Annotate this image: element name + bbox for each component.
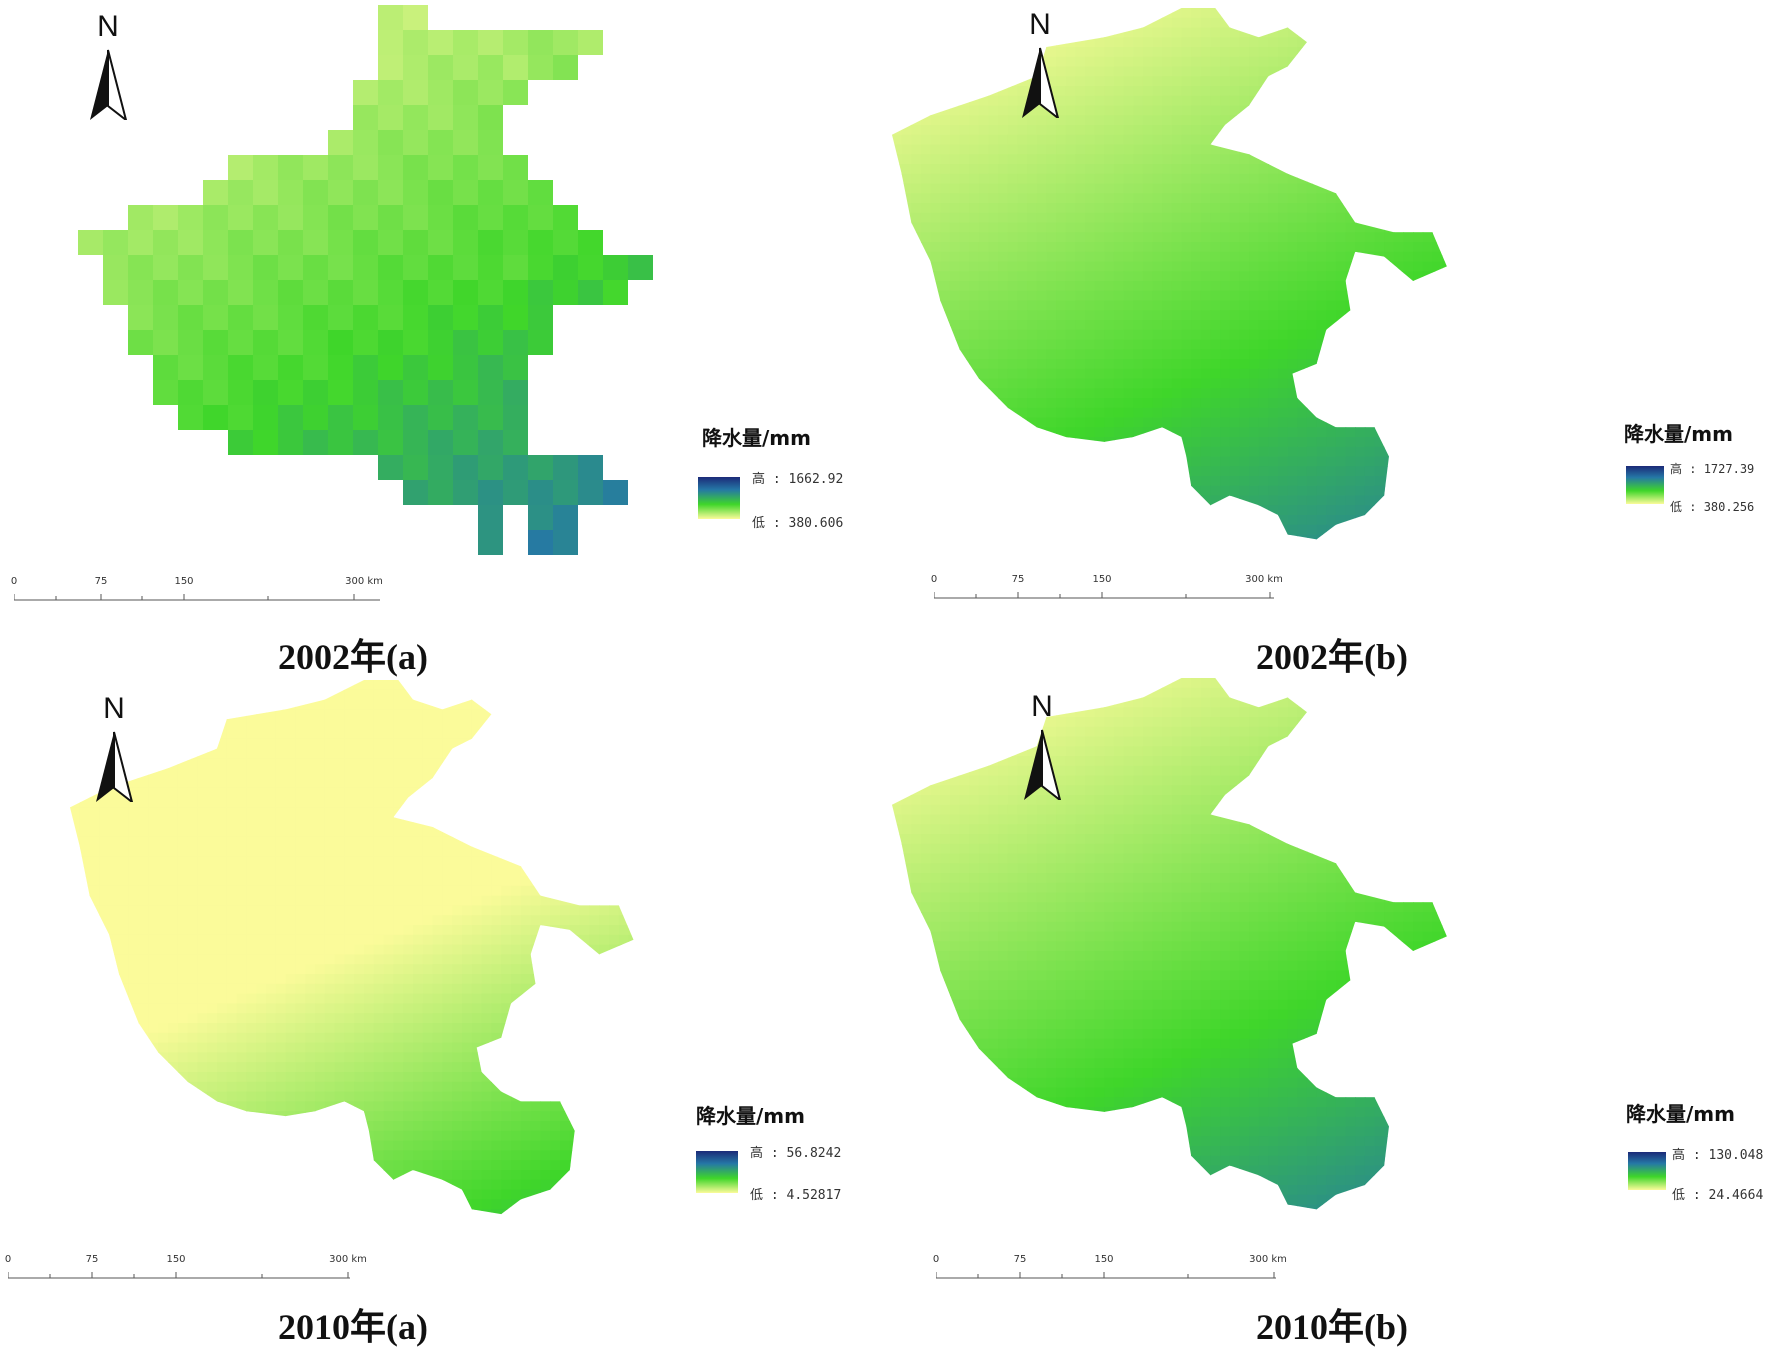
precipitation-surface: [892, 678, 1472, 1225]
north-arrow-icon: [1012, 690, 1072, 800]
legend-high: 高 : 1662.92: [752, 468, 843, 487]
legend-low-value: 4.52817: [787, 1188, 842, 1203]
legend-title: 降水量/mm: [696, 1100, 805, 1129]
north-arrow-icon: [84, 692, 144, 802]
map-panel-2002a: N 降水量/mm 高 : 1662.92 低 : 380.606 0 75 15…: [0, 0, 886, 670]
legend-high-label: 高: [752, 472, 765, 487]
legend-low-value: 24.4664: [1709, 1188, 1764, 1203]
scale-bar-line: [936, 1254, 1281, 1284]
legend-color-ramp: [696, 1151, 738, 1193]
precipitation-surface: [70, 680, 659, 1229]
scale-bar: 0 75 150 300 km: [936, 1254, 1281, 1284]
legend-color-ramp: [698, 477, 740, 519]
scale-bar: 0 75 150 300 km: [934, 574, 1274, 604]
legend-low: 低 : 380.256: [1670, 498, 1754, 515]
scale-bar-line: [8, 1254, 358, 1284]
legend-color-ramp: [1626, 466, 1664, 504]
panel-caption: 2010年(a): [278, 1298, 428, 1350]
panel-caption: 2010年(b): [1256, 1298, 1408, 1350]
map-panel-2010b: N 降水量/mm 高 : 130.048 低 : 24.4664 0 75 15…: [886, 670, 1772, 1340]
scale-bar-line: [14, 576, 380, 606]
legend-low-label: 低: [752, 516, 765, 531]
precipitation-surface: [892, 8, 1472, 555]
legend-high-label: 高: [750, 1146, 763, 1161]
legend-high-value: 1727.39: [1704, 462, 1755, 476]
legend-low-value: 380.606: [789, 516, 844, 531]
north-arrow: N: [1012, 690, 1072, 800]
legend-high-label: 高: [1672, 1148, 1685, 1163]
legend-high-value: 1662.92: [789, 472, 844, 487]
legend-low: 低 : 24.4664: [1672, 1184, 1763, 1203]
scale-bar-line: [934, 574, 1274, 604]
north-arrow: N: [78, 10, 138, 120]
legend-high: 高 : 130.048: [1672, 1144, 1763, 1163]
north-arrow: N: [1010, 8, 1070, 118]
legend-title: 降水量/mm: [702, 422, 811, 451]
legend-low-value: 380.256: [1704, 500, 1755, 514]
legend-title: 降水量/mm: [1626, 1098, 1735, 1127]
legend-low: 低 : 380.606: [752, 512, 843, 531]
legend-low-label: 低: [1672, 1188, 1685, 1203]
legend-color-ramp: [1628, 1152, 1666, 1190]
north-arrow-icon: [1010, 8, 1070, 118]
legend-high: 高 : 1727.39: [1670, 460, 1754, 477]
legend-low-label: 低: [750, 1188, 763, 1203]
legend-low-label: 低: [1670, 500, 1682, 514]
legend-high: 高 : 56.8242: [750, 1142, 841, 1161]
legend-high-value: 130.048: [1709, 1148, 1764, 1163]
legend-high-label: 高: [1670, 462, 1682, 476]
map-panel-2010a: N 降水量/mm 高 : 56.8242 低 : 4.52817 0 75 15…: [0, 670, 886, 1340]
legend-low: 低 : 4.52817: [750, 1184, 841, 1203]
map-panel-2002b: N 降水量/mm 高 : 1727.39 低 : 380.256 0 75 15…: [886, 0, 1772, 670]
north-arrow: N: [84, 692, 144, 802]
scale-bar: 0 75 150 300 km: [14, 576, 380, 606]
north-arrow-icon: [78, 10, 138, 120]
scale-bar: 0 75 150 300 km: [8, 1254, 358, 1284]
legend-high-value: 56.8242: [787, 1146, 842, 1161]
precipitation-grid-cells: [78, 5, 653, 555]
legend-title: 降水量/mm: [1624, 418, 1733, 447]
